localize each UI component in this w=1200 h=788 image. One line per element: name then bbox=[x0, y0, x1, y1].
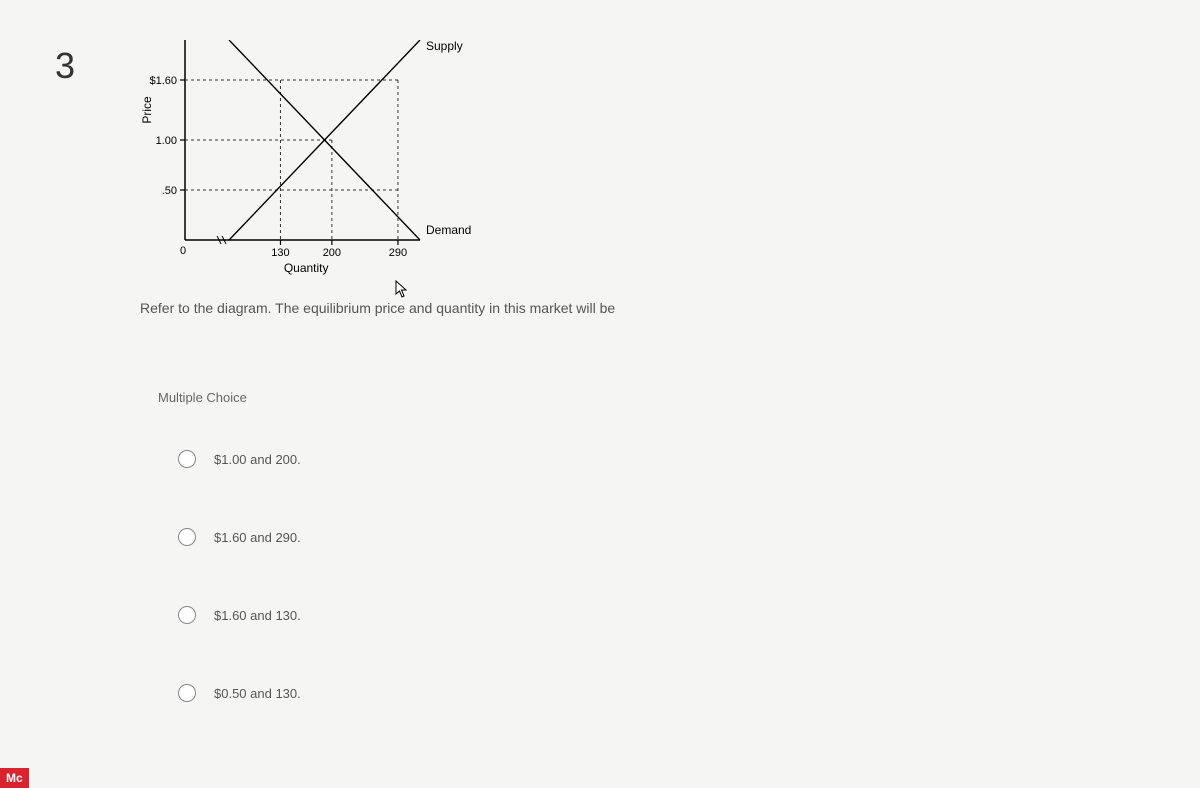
question-number: 3 bbox=[55, 45, 75, 87]
option-row-3: $0.50 and 130. bbox=[178, 684, 301, 702]
prompt-type-label: Multiple Choice bbox=[158, 390, 247, 405]
svg-text:290: 290 bbox=[389, 247, 407, 259]
svg-text:Price: Price bbox=[140, 96, 154, 124]
option-radio-1[interactable] bbox=[178, 528, 196, 546]
option-radio-3[interactable] bbox=[178, 684, 196, 702]
cursor-icon bbox=[395, 280, 409, 298]
svg-text:.50: .50 bbox=[162, 185, 177, 197]
options-group: $1.00 and 200. $1.60 and 290. $1.60 and 13… bbox=[178, 450, 301, 762]
supply-demand-chart: $1.60 1.00 .50 0 130 200 290 Supply Demand Quanti… bbox=[140, 40, 520, 280]
option-radio-2[interactable] bbox=[178, 606, 196, 624]
option-row-2: $1.60 and 130. bbox=[178, 606, 301, 624]
svg-text:200: 200 bbox=[323, 247, 341, 259]
brand-footer: Mc bbox=[0, 768, 29, 788]
option-label-0: $1.00 and 200. bbox=[214, 452, 301, 467]
svg-text:130: 130 bbox=[271, 247, 289, 259]
option-label-1: $1.60 and 290. bbox=[214, 530, 301, 545]
option-radio-0[interactable] bbox=[178, 450, 196, 468]
svg-text:1.00: 1.00 bbox=[156, 135, 177, 147]
svg-text:Quantity: Quantity bbox=[284, 261, 329, 275]
option-row-1: $1.60 and 290. bbox=[178, 528, 301, 546]
option-label-3: $0.50 and 130. bbox=[214, 686, 301, 701]
svg-text:Demand: Demand bbox=[426, 223, 471, 237]
question-text: Refer to the diagram. The equilibrium pr… bbox=[140, 300, 615, 316]
chart-svg: $1.60 1.00 .50 0 130 200 290 Supply Demand Quanti… bbox=[140, 40, 520, 280]
option-row-0: $1.00 and 200. bbox=[178, 450, 301, 468]
svg-text:Supply: Supply bbox=[426, 40, 463, 53]
option-label-2: $1.60 and 130. bbox=[214, 608, 301, 623]
svg-text:0: 0 bbox=[180, 245, 186, 257]
svg-text:$1.60: $1.60 bbox=[149, 75, 177, 87]
